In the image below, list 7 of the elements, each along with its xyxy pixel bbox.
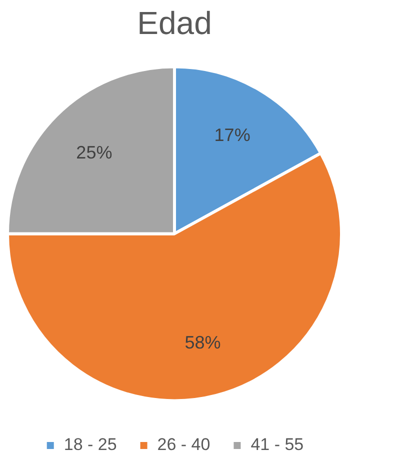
legend-label: 18 - 25 (64, 435, 117, 454)
legend-label: 26 - 40 (157, 435, 210, 454)
data-label: 58% (184, 332, 221, 353)
data-label: 25% (76, 142, 112, 162)
legend-label: 41 - 55 (250, 435, 304, 454)
chart-title: Edad (137, 5, 212, 42)
data-label: 17% (214, 124, 250, 145)
